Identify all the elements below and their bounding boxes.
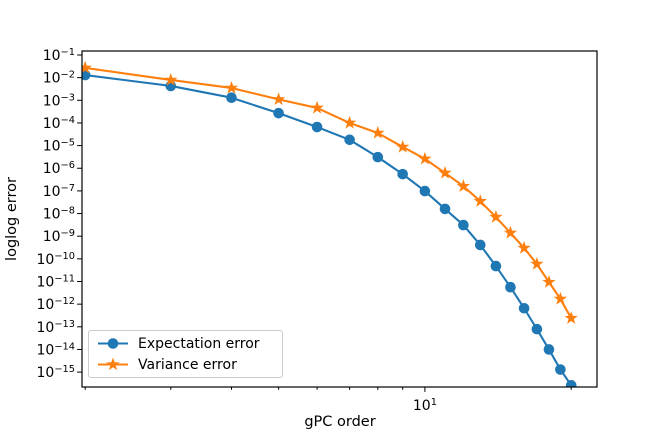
svg-text:10−15: 10−15 bbox=[36, 364, 75, 381]
legend: Expectation error Variance error bbox=[88, 330, 283, 378]
svg-text:10−5: 10−5 bbox=[43, 138, 75, 155]
svg-text:101: 101 bbox=[413, 397, 437, 414]
svg-text:10−12: 10−12 bbox=[36, 296, 75, 313]
expectation-line-circle-icon bbox=[98, 338, 128, 349]
variance-line-star-icon bbox=[98, 357, 128, 371]
svg-text:10−6: 10−6 bbox=[43, 160, 75, 177]
y-axis-label: loglog error bbox=[4, 177, 20, 261]
legend-label-variance: Variance error bbox=[138, 356, 237, 373]
series-group bbox=[82, 60, 578, 387]
legend-item-expectation: Expectation error bbox=[96, 333, 275, 354]
svg-text:10−10: 10−10 bbox=[36, 251, 75, 268]
series-star bbox=[82, 60, 578, 324]
svg-text:10−9: 10−9 bbox=[43, 228, 75, 245]
svg-text:10−14: 10−14 bbox=[36, 341, 75, 358]
x-major-ticks: 101 bbox=[413, 387, 437, 414]
svg-text:10−7: 10−7 bbox=[43, 183, 75, 200]
svg-text:10−2: 10−2 bbox=[43, 70, 75, 87]
y-major-ticks: 10−1 10−2 10−3 10−4 10−5 10−6 10−7 10−8 10−9 10−1… bbox=[36, 47, 82, 381]
x-axis-label: gPC order bbox=[304, 414, 376, 430]
svg-text:10−8: 10−8 bbox=[43, 206, 75, 223]
legend-label-expectation: Expectation error bbox=[138, 335, 260, 352]
svg-text:10−13: 10−13 bbox=[36, 319, 75, 336]
svg-text:10−3: 10−3 bbox=[43, 92, 75, 109]
svg-text:10−4: 10−4 bbox=[43, 115, 75, 132]
axes-spines bbox=[81, 50, 598, 388]
legend-item-variance: Variance error bbox=[96, 354, 275, 375]
svg-text:10−11: 10−11 bbox=[36, 274, 75, 291]
svg-text:10−1: 10−1 bbox=[43, 47, 75, 64]
